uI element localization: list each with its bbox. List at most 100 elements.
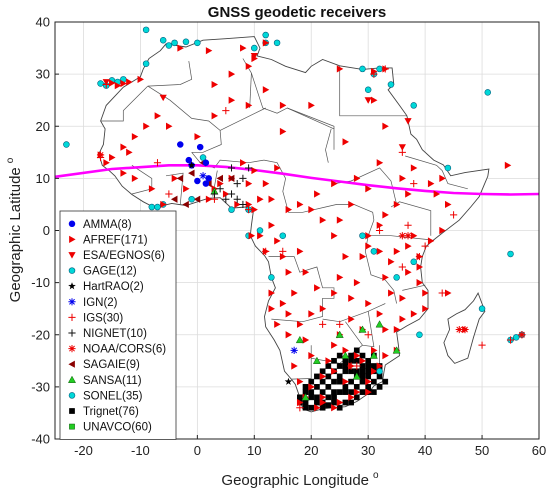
- data-point: [199, 154, 207, 161]
- data-point: [274, 320, 281, 328]
- data-point: [504, 161, 512, 169]
- data-point: [348, 315, 355, 323]
- data-point: [202, 180, 210, 187]
- data-point: [285, 331, 293, 339]
- data-point: [365, 242, 372, 250]
- data-point: [365, 384, 372, 390]
- data-point: [239, 200, 247, 209]
- data-point: [262, 247, 270, 255]
- y-axis-label: Geographic Latitude o: [5, 157, 24, 302]
- data-point: [506, 336, 515, 344]
- legend-entry: GAGE(12): [68, 266, 137, 278]
- data-point: [268, 305, 275, 313]
- legend-label: HartRAO(2): [83, 281, 144, 293]
- data-point: [331, 389, 337, 395]
- data-point: [284, 377, 293, 385]
- data-point: [210, 190, 219, 198]
- data-point: [171, 174, 179, 182]
- data-point: [399, 174, 406, 182]
- data-point: [512, 334, 520, 341]
- data-point: [193, 195, 201, 203]
- data-point: [291, 289, 298, 297]
- legend-label: SONEL(35): [83, 390, 143, 402]
- data-point: [194, 177, 201, 185]
- data-point: [342, 138, 349, 146]
- data-point: [199, 172, 207, 180]
- legend-marker: [68, 267, 76, 274]
- data-point: [376, 367, 383, 375]
- data-point: [336, 352, 343, 359]
- data-point: [382, 122, 389, 130]
- data-point: [382, 273, 389, 282]
- data-point: [382, 352, 389, 360]
- data-point: [342, 368, 349, 375]
- data-point: [256, 227, 264, 234]
- data-point: [341, 351, 350, 359]
- data-point: [233, 179, 241, 188]
- legend-entry: ESA/EGNOS(6): [68, 250, 165, 262]
- data-point: [240, 44, 247, 52]
- y-tick-label: -10: [31, 275, 50, 290]
- x-tick-label: 20: [304, 443, 318, 458]
- data-point: [120, 79, 127, 88]
- data-point: [245, 200, 253, 209]
- legend-marker: [67, 375, 77, 383]
- data-point: [251, 44, 258, 52]
- data-point: [319, 393, 327, 401]
- data-point: [202, 159, 210, 166]
- data-point: [376, 65, 383, 73]
- data-point: [336, 389, 343, 395]
- data-point: [445, 289, 452, 297]
- country-border: [402, 284, 426, 291]
- data-point: [148, 203, 156, 211]
- data-point: [399, 315, 406, 323]
- data-point: [227, 164, 236, 172]
- data-point: [336, 404, 343, 411]
- country-border: [251, 72, 335, 150]
- data-point: [196, 143, 204, 151]
- data-point: [120, 169, 127, 177]
- data-point: [371, 378, 377, 385]
- y-tick-label: -20: [31, 327, 50, 342]
- data-point: [359, 232, 366, 239]
- data-point: [251, 166, 258, 175]
- data-point: [342, 389, 349, 395]
- data-point: [336, 216, 344, 224]
- data-point: [159, 36, 167, 44]
- legend-label: AMMA(8): [83, 219, 132, 231]
- legend-entry: SONEL(35): [68, 390, 143, 402]
- data-point: [273, 39, 281, 47]
- data-point: [319, 389, 326, 395]
- legend-label: Trignet(76): [83, 406, 139, 418]
- data-point: [268, 221, 275, 229]
- data-point: [353, 352, 361, 360]
- data-point: [439, 226, 446, 235]
- data-point: [308, 383, 315, 391]
- data-point: [365, 357, 372, 364]
- data-point: [319, 305, 327, 313]
- data-point: [359, 373, 366, 380]
- data-point: [410, 258, 417, 266]
- data-point: [262, 31, 269, 39]
- data-point: [342, 252, 349, 261]
- data-point: [405, 268, 412, 276]
- data-point: [388, 289, 395, 297]
- data-point: [319, 320, 327, 328]
- data-point: [302, 336, 310, 344]
- y-tick-label: -30: [31, 379, 50, 394]
- data-point: [331, 289, 338, 297]
- data-point: [427, 237, 435, 245]
- country-border: [219, 107, 266, 131]
- data-point: [308, 101, 315, 109]
- legend-marker: [68, 313, 76, 321]
- data-point: [319, 404, 326, 411]
- y-tick-label: 40: [36, 15, 50, 30]
- x-tick-label: -10: [131, 443, 150, 458]
- data-point: [415, 252, 424, 261]
- legend-marker: [68, 345, 76, 353]
- data-point: [393, 274, 400, 281]
- data-point: [410, 310, 418, 318]
- data-point: [405, 242, 412, 250]
- legend-marker: [69, 408, 75, 414]
- data-point: [319, 368, 326, 375]
